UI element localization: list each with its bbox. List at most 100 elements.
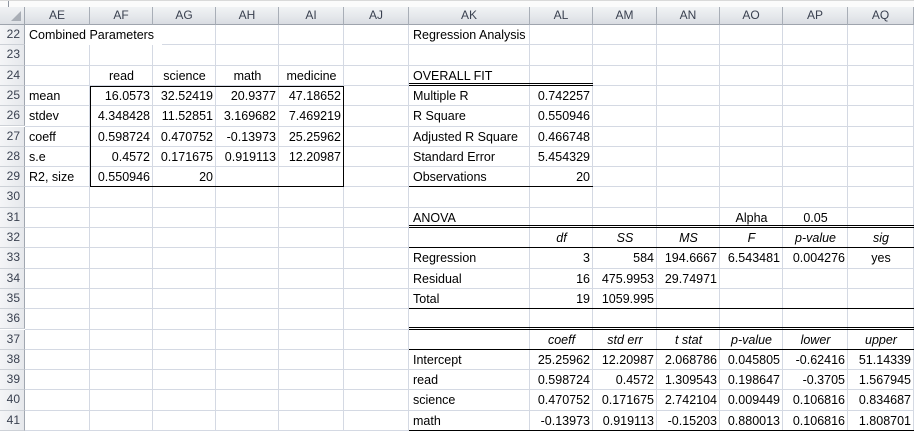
cell-AN40[interactable]: 2.742104	[664, 393, 717, 408]
cell-AM32[interactable]: SS	[616, 231, 634, 245]
cell-AG29[interactable]: 20	[199, 170, 213, 185]
cell-AK29[interactable]: Observations	[413, 170, 487, 185]
cell-AG25[interactable]: 32.52419	[160, 88, 213, 103]
cell-AM41[interactable]: 0.919113	[602, 413, 654, 428]
cell-AK35[interactable]: Total	[413, 291, 440, 306]
cell-AO32[interactable]: F	[747, 231, 756, 245]
cell-AM37[interactable]: std err	[607, 332, 643, 347]
cell-AE29[interactable]: R2, size	[29, 170, 75, 185]
cell-AL27[interactable]: 0.466748	[537, 129, 590, 144]
row-header-27[interactable]: 27	[0, 126, 25, 147]
cell-AI25[interactable]: 47.18652	[288, 88, 341, 103]
cell-AI26[interactable]: 7.469219	[288, 109, 341, 124]
cell-AL38[interactable]: 25.25962	[537, 352, 590, 367]
cell-AF28[interactable]: 0.4572	[111, 149, 150, 164]
cell-AK39[interactable]: read	[413, 373, 439, 388]
row-header-40[interactable]: 40	[0, 390, 25, 411]
cell-AI28[interactable]: 12.20987	[288, 149, 341, 164]
cell-AH26[interactable]: 3.169682	[223, 109, 276, 124]
cell-AK24[interactable]: OVERALL FIT	[413, 68, 493, 83]
cell-AN38[interactable]: 2.068786	[664, 352, 717, 367]
column-header-AK[interactable]: AK	[409, 7, 530, 25]
cell-AQ32[interactable]: sig	[873, 231, 889, 245]
cell-AP37[interactable]: lower	[800, 332, 831, 347]
cell-AO33[interactable]: 6.543481	[727, 251, 780, 266]
cell-AL41[interactable]: -0.13973	[540, 413, 590, 428]
cell-AK27[interactable]: Adjusted R Square	[413, 129, 518, 144]
cell-AL33[interactable]: 3	[583, 251, 590, 266]
cell-AN41[interactable]: -0.15203	[667, 413, 717, 428]
row-header-31[interactable]: 31	[0, 207, 25, 228]
column-header-AP[interactable]: AP	[783, 7, 848, 25]
column-header-AN[interactable]: AN	[657, 7, 720, 25]
column-header-AL[interactable]: AL	[530, 7, 593, 25]
cell-AM39[interactable]: 0.4572	[615, 373, 654, 388]
row-header-22[interactable]: 22	[0, 25, 25, 46]
cell-AK25[interactable]: Multiple R	[413, 88, 469, 103]
cell-AL40[interactable]: 0.470752	[537, 393, 590, 408]
cell-AM34[interactable]: 475.9953	[601, 271, 654, 286]
cell-AO41[interactable]: 0.880013	[727, 413, 780, 428]
cell-AL26[interactable]: 0.550946	[537, 109, 590, 124]
cell-AE27[interactable]: coeff	[29, 129, 56, 144]
cell-AM40[interactable]: 0.171675	[601, 393, 654, 408]
cell-AO40[interactable]: 0.009449	[727, 393, 780, 408]
row-header-30[interactable]: 30	[0, 187, 25, 208]
column-header-AE[interactable]: AE	[25, 7, 90, 25]
cell-AQ40[interactable]: 0.834687	[858, 393, 911, 408]
row-header-34[interactable]: 34	[0, 268, 25, 289]
row-header-25[interactable]: 25	[0, 85, 25, 107]
row-header-26[interactable]: 26	[0, 106, 25, 127]
cell-AH28[interactable]: 0.919113	[224, 149, 276, 164]
cell-AF29[interactable]: 0.550946	[97, 170, 150, 185]
cell-AQ38[interactable]: 51.14339	[858, 352, 911, 367]
cell-AK33[interactable]: Regression	[413, 251, 477, 266]
cell-AP33[interactable]: 0.004276	[792, 251, 845, 266]
row-header-29[interactable]: 29	[0, 167, 25, 188]
cell-AN33[interactable]: 194.6667	[664, 251, 717, 266]
cell-AL39[interactable]: 0.598724	[537, 373, 590, 388]
cell-AF24[interactable]: read	[108, 68, 135, 83]
cell-AN37[interactable]: t stat	[674, 332, 703, 347]
row-header-28[interactable]: 28	[0, 146, 25, 168]
cell-AG27[interactable]: 0.470752	[160, 129, 213, 144]
row-header-35[interactable]: 35	[0, 288, 25, 310]
cell-AL32[interactable]: df	[556, 231, 567, 245]
cell-AE28[interactable]: s.e	[29, 149, 46, 164]
cell-AH24[interactable]: math	[233, 68, 262, 83]
cell-AH25[interactable]: 20.9377	[230, 88, 276, 103]
cell-AP40[interactable]: 0.106816	[792, 393, 845, 408]
cell-AG26[interactable]: 11.52851	[161, 109, 213, 124]
row-header-23[interactable]: 23	[0, 45, 25, 66]
cell-AO31[interactable]: Alpha	[735, 210, 768, 225]
column-header-AO[interactable]: AO	[720, 7, 783, 25]
column-header-AJ[interactable]: AJ	[344, 7, 409, 25]
cell-AK38[interactable]: Intercept	[413, 352, 462, 367]
cell-AN32[interactable]: MS	[679, 231, 698, 245]
cell-AG28[interactable]: 0.171675	[160, 149, 213, 164]
row-header-24[interactable]: 24	[0, 65, 25, 86]
cell-AE22[interactable]: Combined Parameters	[25, 25, 163, 46]
row-header-36[interactable]: 36	[0, 309, 25, 330]
cell-AP41[interactable]: 0.106816	[792, 413, 845, 428]
cell-AK31[interactable]: ANOVA	[413, 210, 456, 225]
select-all-button[interactable]	[0, 7, 25, 25]
cell-AO39[interactable]: 0.198647	[727, 373, 780, 388]
cell-AL35[interactable]: 19	[576, 291, 590, 306]
cell-AF26[interactable]: 4.348428	[97, 109, 150, 124]
cell-AI27[interactable]: 25.25962	[288, 129, 341, 144]
cell-AL28[interactable]: 5.454329	[537, 149, 590, 164]
cell-AL34[interactable]: 16	[576, 271, 590, 286]
cell-AK41[interactable]: math	[413, 413, 441, 428]
cell-AL37[interactable]: coeff	[547, 332, 576, 347]
cell-AE26[interactable]: stdev	[29, 109, 59, 124]
cell-AG24[interactable]: science	[163, 68, 206, 83]
column-header-AF[interactable]: AF	[90, 7, 153, 25]
cell-AP38[interactable]: -0.62416	[795, 352, 845, 367]
cell-AM38[interactable]: 12.20987	[601, 352, 654, 367]
column-header-AI[interactable]: AI	[279, 7, 344, 25]
cell-AE25[interactable]: mean	[29, 88, 61, 103]
cell-AP32[interactable]: p-value	[795, 231, 836, 245]
cell-AN34[interactable]: 29.74971	[664, 271, 717, 286]
cell-AQ39[interactable]: 1.567945	[858, 373, 911, 388]
